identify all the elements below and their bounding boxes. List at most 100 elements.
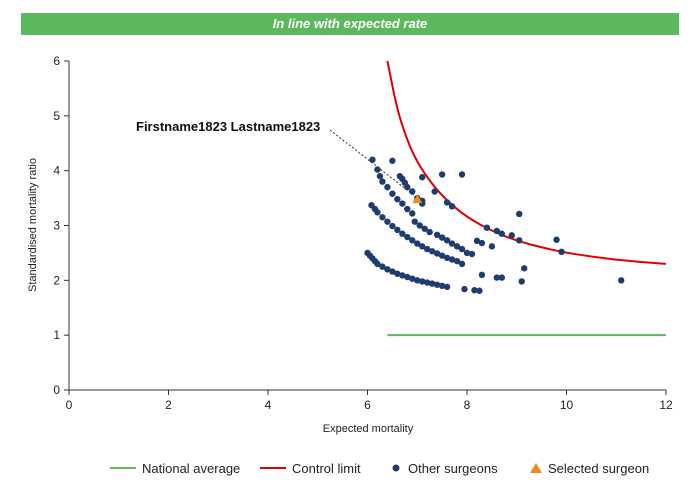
other-surgeon-point bbox=[521, 265, 528, 272]
other-surgeon-point bbox=[458, 260, 466, 268]
other-surgeon-point bbox=[419, 243, 426, 250]
x-tick-label: 10 bbox=[560, 398, 574, 412]
other-surgeon-point bbox=[483, 224, 491, 231]
other-surgeon-point bbox=[394, 270, 401, 277]
other-surgeon-point bbox=[404, 273, 411, 281]
other-surgeon-point bbox=[468, 250, 476, 258]
other-surgeon-point bbox=[438, 234, 446, 241]
other-surgeon-point bbox=[493, 227, 501, 235]
other-surgeon-point bbox=[426, 228, 433, 236]
legend-item-other-surgeons[interactable]: Other surgeons bbox=[390, 458, 498, 478]
x-tick-label: 4 bbox=[265, 398, 272, 412]
other-surgeon-point bbox=[476, 287, 483, 294]
other-surgeon-point bbox=[414, 277, 421, 284]
other-surgeon-point bbox=[369, 156, 376, 163]
other-surgeon-point bbox=[443, 237, 451, 244]
legend-label: Control limit bbox=[292, 460, 361, 476]
other-surgeon-point bbox=[384, 183, 391, 191]
legend: National average Control limit Other sur… bbox=[110, 458, 680, 478]
other-surgeon-point bbox=[498, 230, 506, 237]
other-surgeon-point bbox=[404, 205, 411, 213]
other-surgeon-point bbox=[471, 287, 478, 294]
other-surgeon-point bbox=[389, 190, 396, 197]
other-surgeon-point bbox=[394, 195, 401, 203]
other-surgeon-point bbox=[488, 243, 496, 250]
x-tick-label: 12 bbox=[659, 398, 673, 412]
selected-surgeon-point bbox=[412, 194, 423, 204]
other-surgeon-point bbox=[424, 245, 431, 253]
other-surgeon-point bbox=[453, 243, 461, 250]
other-surgeon-point bbox=[374, 166, 381, 173]
other-surgeon-point bbox=[443, 283, 451, 291]
y-tick-label: 2 bbox=[53, 273, 60, 287]
legend-line-icon bbox=[260, 467, 286, 469]
other-surgeon-point bbox=[478, 239, 486, 247]
other-surgeon-point bbox=[558, 248, 565, 256]
other-surgeon-point bbox=[399, 272, 406, 279]
status-banner: In line with expected rate bbox=[21, 13, 679, 35]
legend-label: Other surgeons bbox=[408, 460, 498, 476]
other-surgeon-point bbox=[389, 157, 396, 164]
other-surgeon-point bbox=[463, 249, 471, 257]
other-surgeon-point bbox=[433, 250, 441, 257]
annotation-label: Firstname1823 Lastname1823 bbox=[136, 119, 320, 134]
other-surgeon-point bbox=[448, 203, 456, 210]
other-surgeon-point bbox=[404, 183, 411, 191]
y-tick-label: 5 bbox=[53, 109, 60, 123]
other-surgeon-point bbox=[458, 171, 466, 178]
other-surgeon-point bbox=[379, 178, 386, 185]
other-surgeon-point bbox=[389, 222, 396, 230]
legend-line-icon bbox=[110, 467, 136, 469]
other-surgeon-point bbox=[433, 281, 441, 288]
other-surgeon-point bbox=[448, 256, 456, 263]
other-surgeon-point bbox=[516, 210, 523, 218]
legend-item-selected-surgeon[interactable]: Selected surgeon bbox=[530, 458, 649, 478]
other-surgeon-point bbox=[448, 240, 456, 247]
other-surgeon-point bbox=[409, 210, 416, 217]
other-surgeon-point bbox=[461, 285, 468, 293]
other-surgeon-point bbox=[431, 188, 438, 195]
x-tick-label: 2 bbox=[165, 398, 172, 412]
legend-label: National average bbox=[142, 460, 241, 476]
other-surgeon-point bbox=[409, 275, 416, 282]
other-surgeon-point bbox=[438, 282, 446, 290]
other-surgeon-point bbox=[419, 278, 426, 285]
other-surgeon-point bbox=[399, 230, 406, 237]
other-surgeon-point bbox=[416, 222, 423, 229]
legend-item-national-average[interactable]: National average bbox=[110, 458, 240, 478]
other-surgeon-point bbox=[618, 277, 625, 284]
other-surgeon-point bbox=[404, 233, 411, 241]
x-tick-label: 0 bbox=[66, 398, 73, 412]
other-surgeon-point bbox=[379, 214, 386, 221]
y-tick-label: 4 bbox=[53, 164, 60, 178]
other-surgeon-point bbox=[409, 237, 416, 244]
other-surgeon-point bbox=[478, 271, 486, 279]
legend-dot-icon bbox=[392, 464, 400, 472]
legend-triangle-icon bbox=[530, 463, 542, 473]
other-surgeon-point bbox=[384, 218, 391, 225]
y-tick-label: 1 bbox=[53, 328, 60, 342]
x-axis-label: Expected mortality bbox=[323, 423, 414, 435]
other-surgeon-point bbox=[518, 278, 525, 285]
other-surgeon-point bbox=[389, 268, 396, 275]
other-surgeon-point bbox=[384, 266, 391, 273]
y-axis-label: Standardised mortality ratio bbox=[27, 158, 39, 292]
other-surgeon-point bbox=[409, 188, 416, 195]
other-surgeon-point bbox=[379, 263, 386, 270]
x-tick-label: 6 bbox=[364, 398, 371, 412]
other-surgeon-point bbox=[421, 225, 428, 232]
other-surgeon-point bbox=[473, 237, 481, 245]
other-surgeon-point bbox=[433, 231, 441, 239]
legend-label: Selected surgeon bbox=[548, 460, 650, 476]
other-surgeon-point bbox=[438, 252, 446, 259]
legend-item-control-limit[interactable]: Control limit bbox=[260, 458, 361, 478]
other-surgeon-point bbox=[443, 254, 451, 262]
other-surgeon-point bbox=[443, 199, 451, 206]
other-surgeon-point bbox=[399, 200, 406, 207]
other-surgeon-point bbox=[516, 237, 523, 244]
other-surgeon-point bbox=[493, 274, 501, 281]
x-tick-label: 8 bbox=[464, 398, 471, 412]
other-surgeon-point bbox=[411, 218, 418, 225]
other-surgeon-point bbox=[374, 209, 381, 216]
